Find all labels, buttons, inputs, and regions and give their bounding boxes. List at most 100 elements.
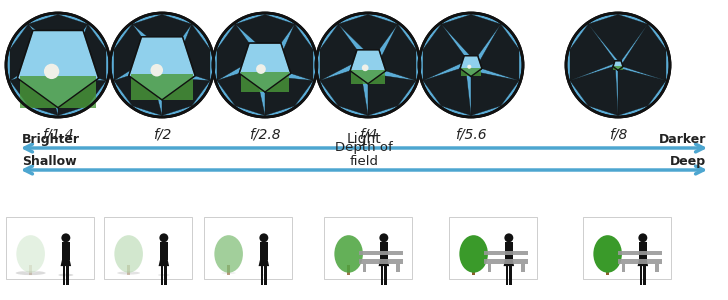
Polygon shape	[379, 260, 389, 266]
Ellipse shape	[221, 272, 236, 274]
Circle shape	[213, 13, 317, 117]
Ellipse shape	[214, 235, 243, 273]
Polygon shape	[320, 50, 368, 116]
Bar	[359, 251, 403, 255]
Polygon shape	[58, 24, 106, 108]
Circle shape	[151, 64, 163, 76]
Bar	[484, 259, 529, 264]
Ellipse shape	[16, 271, 46, 275]
Bar	[261, 266, 264, 285]
Polygon shape	[17, 31, 98, 108]
Polygon shape	[265, 24, 313, 92]
Polygon shape	[613, 67, 666, 116]
Polygon shape	[461, 68, 481, 76]
Polygon shape	[460, 56, 482, 76]
Text: f/2.8: f/2.8	[249, 127, 281, 141]
Bar	[618, 251, 662, 255]
Polygon shape	[570, 61, 618, 116]
Bar	[380, 242, 387, 260]
FancyBboxPatch shape	[324, 217, 412, 279]
Circle shape	[61, 233, 71, 242]
Polygon shape	[240, 74, 313, 116]
Polygon shape	[258, 260, 269, 266]
Text: Darker: Darker	[659, 133, 706, 146]
Polygon shape	[460, 68, 519, 116]
Bar	[160, 242, 167, 260]
Polygon shape	[350, 50, 386, 84]
Bar	[381, 266, 383, 285]
Bar	[384, 266, 387, 285]
Polygon shape	[159, 260, 169, 266]
Ellipse shape	[327, 230, 371, 273]
Polygon shape	[618, 24, 666, 81]
Bar	[165, 266, 167, 285]
Ellipse shape	[207, 230, 250, 273]
Polygon shape	[613, 61, 623, 70]
Text: Light: Light	[347, 132, 381, 146]
Bar	[472, 265, 475, 275]
Circle shape	[505, 233, 513, 242]
Polygon shape	[217, 24, 281, 81]
Polygon shape	[613, 61, 623, 70]
FancyBboxPatch shape	[583, 217, 671, 279]
Polygon shape	[60, 260, 71, 266]
Text: Shallow: Shallow	[22, 155, 76, 168]
Circle shape	[419, 13, 523, 117]
Bar	[618, 259, 662, 264]
FancyBboxPatch shape	[449, 217, 537, 279]
Ellipse shape	[9, 230, 52, 273]
Bar	[510, 266, 512, 285]
Polygon shape	[471, 24, 519, 81]
FancyBboxPatch shape	[6, 217, 94, 279]
Ellipse shape	[16, 235, 45, 273]
Polygon shape	[350, 71, 416, 116]
Polygon shape	[241, 72, 289, 92]
Ellipse shape	[158, 274, 170, 276]
Bar	[506, 266, 508, 285]
Circle shape	[256, 64, 266, 74]
Text: Brighter: Brighter	[22, 133, 80, 146]
Polygon shape	[130, 74, 194, 100]
Text: Depth of
field: Depth of field	[335, 141, 393, 168]
Text: f/5.6: f/5.6	[455, 127, 487, 141]
Polygon shape	[114, 37, 162, 116]
Text: f/2: f/2	[153, 127, 171, 141]
Text: f/1.4: f/1.4	[42, 127, 74, 141]
Polygon shape	[217, 43, 265, 116]
Bar	[606, 265, 609, 275]
Polygon shape	[28, 15, 98, 78]
Polygon shape	[441, 15, 501, 68]
Bar	[521, 264, 524, 272]
Polygon shape	[423, 56, 471, 116]
Polygon shape	[638, 260, 648, 266]
Polygon shape	[339, 15, 397, 71]
Polygon shape	[114, 24, 183, 81]
Polygon shape	[320, 24, 379, 81]
Bar	[622, 264, 625, 272]
Bar	[484, 251, 529, 255]
Text: Deep: Deep	[670, 155, 706, 168]
Circle shape	[316, 13, 420, 117]
Bar	[505, 242, 513, 260]
Circle shape	[6, 13, 110, 117]
Polygon shape	[240, 43, 290, 92]
Bar	[66, 266, 69, 285]
Polygon shape	[10, 24, 83, 81]
Bar	[396, 264, 400, 272]
Polygon shape	[504, 260, 514, 266]
Bar	[227, 265, 231, 275]
Ellipse shape	[58, 274, 74, 276]
Bar	[29, 265, 33, 275]
Ellipse shape	[459, 235, 488, 273]
Bar	[127, 265, 130, 275]
Bar	[161, 266, 163, 285]
Bar	[655, 264, 659, 272]
Polygon shape	[129, 37, 195, 100]
Polygon shape	[460, 56, 482, 76]
Polygon shape	[423, 24, 478, 81]
FancyBboxPatch shape	[104, 217, 192, 279]
Polygon shape	[129, 37, 195, 100]
Polygon shape	[368, 24, 416, 84]
Bar	[363, 264, 366, 272]
Polygon shape	[570, 24, 621, 81]
